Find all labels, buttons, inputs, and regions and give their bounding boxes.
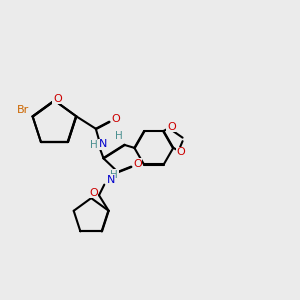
- Text: O: O: [53, 94, 62, 104]
- Text: H: H: [115, 131, 122, 141]
- Text: N: N: [106, 175, 115, 185]
- Text: O: O: [167, 122, 176, 132]
- Text: O: O: [177, 147, 185, 157]
- Text: O: O: [111, 114, 120, 124]
- Text: H: H: [90, 140, 98, 150]
- Text: H: H: [110, 170, 118, 180]
- Text: N: N: [99, 139, 107, 149]
- Text: O: O: [89, 188, 98, 198]
- Text: Br: Br: [16, 105, 29, 115]
- Text: O: O: [133, 159, 142, 169]
